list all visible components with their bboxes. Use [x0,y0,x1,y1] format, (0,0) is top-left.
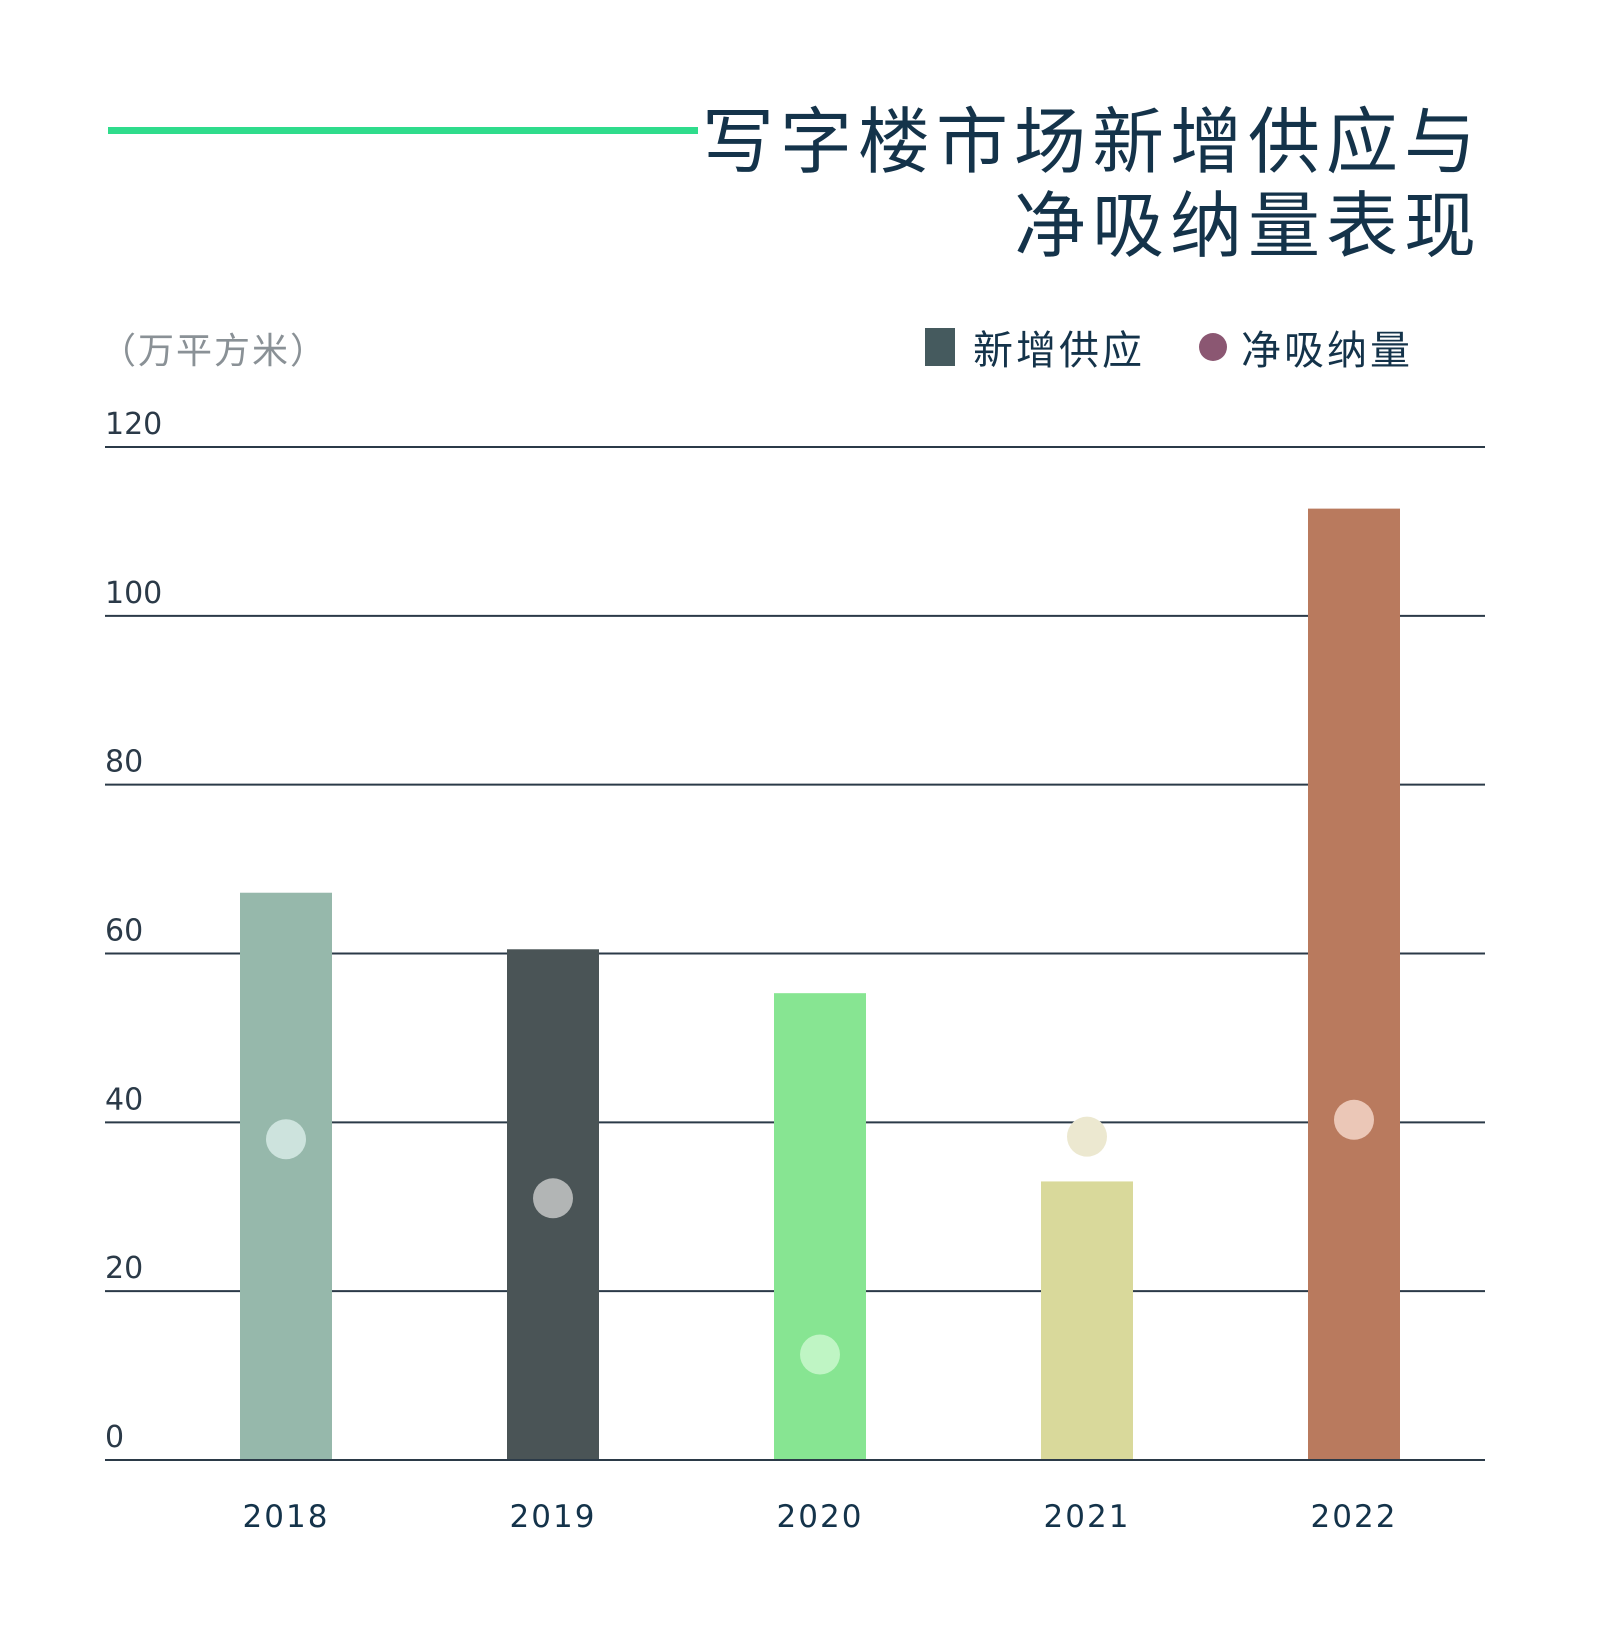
x-tick-label: 2019 [510,1499,597,1535]
bar-2018 [240,892,332,1460]
title-accent-line [108,127,698,134]
legend: 新增供应 净吸纳量 [925,318,1413,376]
y-tick-label: 0 [105,1420,124,1455]
chart-title: 写字楼市场新增供应与 净吸纳量表现 [702,100,1482,268]
bar-2021 [1041,1181,1133,1460]
y-tick-label: 40 [105,1082,143,1117]
dot-2020 [800,1334,840,1375]
dot-2022 [1334,1099,1374,1140]
legend-supply-label: 新增供应 [973,328,1145,374]
legend-absorption-label: 净吸纳量 [1241,328,1413,374]
x-tick-label: 2022 [1311,1499,1398,1535]
dot-2018 [266,1119,306,1160]
legend-absorption-swatch [1199,333,1227,361]
dot-2019 [533,1178,573,1219]
x-tick-label: 2021 [1044,1499,1131,1535]
title-line-2: 净吸纳量表现 [1013,184,1482,268]
bar-2022 [1308,508,1400,1461]
y-tick-label: 100 [105,576,162,611]
x-tick-label: 2020 [777,1499,864,1535]
x-tick-label: 2018 [243,1499,330,1535]
y-tick-label: 120 [105,407,162,442]
y-tick-label: 60 [105,914,143,949]
title-line-1: 写字楼市场新增供应与 [701,100,1482,184]
dot-2021 [1067,1116,1107,1157]
y-tick-label: 80 [105,745,143,780]
y-axis-unit-label: （万平方米） [100,331,329,372]
y-tick-label: 20 [105,1251,143,1286]
legend-supply-swatch [925,328,955,366]
bar-2020 [774,993,866,1460]
